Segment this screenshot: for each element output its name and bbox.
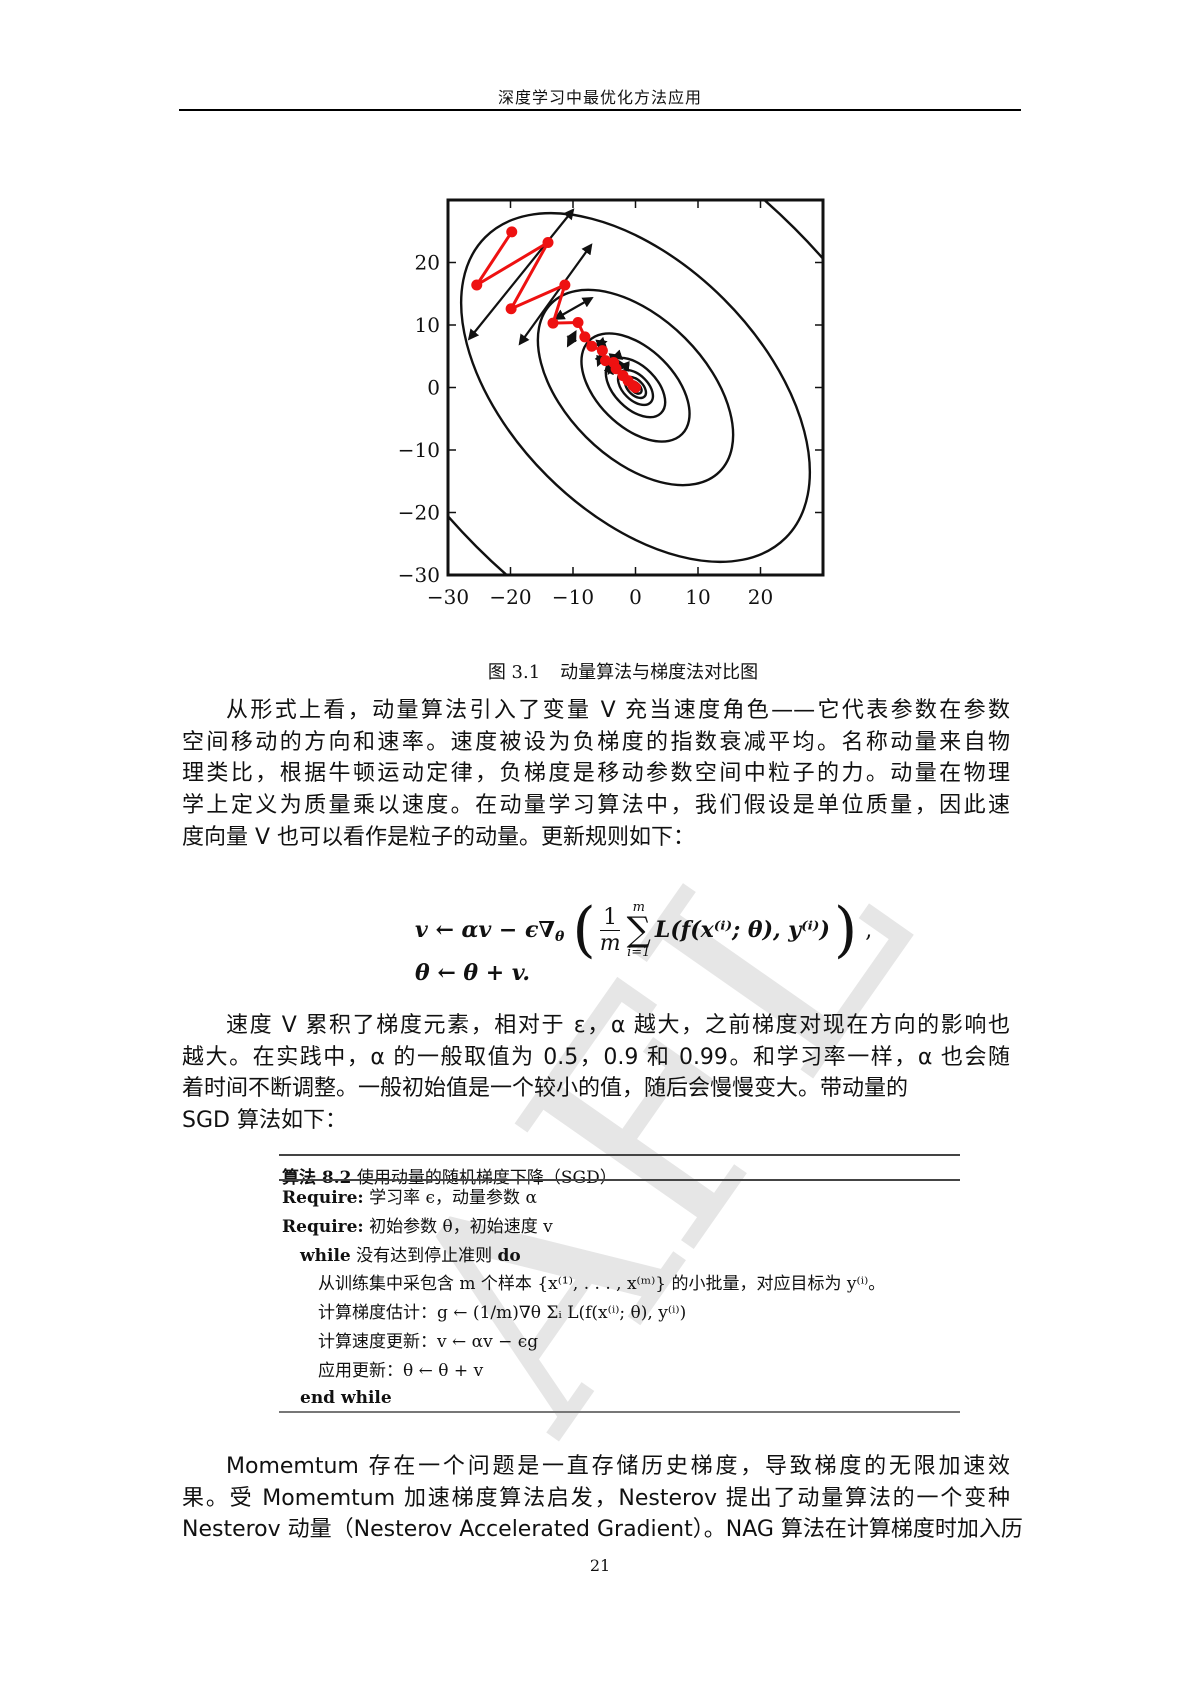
algorithm-label: 算法 8.2 [282, 1168, 352, 1188]
y-tick-label: 0 [427, 376, 440, 400]
gradient-arrow [566, 329, 578, 348]
keyword: Require: [282, 1217, 364, 1237]
x-tick-label: 0 [629, 585, 642, 609]
paragraph-line: 着时间不断调整。一般初始值是一个较小的值，随后会慢慢变大。带动量的 [182, 1076, 909, 1102]
paragraph-line: Momemtum 存在一个问题是一直存储历史梯度，导致梯度的无限加速效 [226, 1454, 1010, 1479]
contour-lines [448, 200, 823, 575]
algorithm-row: 计算梯度估计：g ← (1/m)∇θ Σᵢ L(f(x⁽ⁱ⁾; θ), y⁽ⁱ⁾… [318, 1303, 687, 1323]
algorithm-row: 计算速度更新：v ← αv − ϵg [318, 1332, 539, 1352]
path-point [579, 331, 591, 343]
path-point [586, 340, 598, 352]
path-point [572, 317, 584, 328]
eq1-summation: m ∑ i=1 [627, 900, 651, 960]
y-tick-label: −30 [398, 563, 440, 587]
momentum-path [471, 226, 641, 393]
row-text: 初始参数 θ，初始速度 v [369, 1217, 553, 1237]
fraction-denominator: m [599, 930, 621, 956]
keyword: Require: [282, 1188, 364, 1208]
gradient-arrow [594, 336, 608, 351]
row-text: 学习率 ϵ，动量参数 α [369, 1188, 537, 1208]
algorithm-top-rule [279, 1154, 960, 1156]
algorithm-title: 算法 8.2 使用动量的随机梯度下降（SGD） [282, 1166, 617, 1190]
keyword: while [300, 1246, 351, 1266]
equation-param-update: θ ← θ + v. [415, 960, 531, 986]
paragraph-line: 果。受 Momemtum 加速梯度算法启发，Nesterov 提出了动量算法的一… [182, 1485, 1010, 1511]
algorithm-row: while 没有达到停止准则 do [300, 1244, 521, 1268]
keyword: do [497, 1246, 521, 1266]
sum-upper: m [632, 900, 645, 915]
paragraph-line: SGD 算法如下： [182, 1108, 347, 1134]
algorithm-title-text: 使用动量的随机梯度下降（SGD） [356, 1168, 617, 1188]
x-tick-label: 10 [685, 585, 710, 609]
eq1-lhs: v ← αv − ϵ∇ [415, 917, 555, 943]
gradient-arrow [553, 297, 594, 320]
figure-caption: 图 3.1 动量算法与梯度法对比图 [0, 658, 1191, 684]
paragraph-3: Momemtum 存在一个问题是一直存储历史梯度，导致梯度的无限加速效 果。受 … [182, 1451, 1023, 1546]
eq1-comma: , [865, 917, 873, 943]
figure-number: 图 3.1 [487, 662, 541, 683]
paragraph-line: 速度 V 累积了梯度元素，相对于 ε，α 越大，之前梯度对现在方向的影响也 [226, 1013, 1010, 1038]
paragraph-line: 度向量 V 也可以看作是粒子的动量。更新规则如下： [182, 824, 696, 850]
eq1-fraction: 1 m [600, 905, 621, 956]
paragraph-1: 从形式上看，动量算法引入了变量 V 充当速度角色——它代表参数在参数 空间移动的… [182, 695, 1010, 853]
algorithm-row: 应用更新：θ ← θ + v [318, 1361, 484, 1381]
paragraph-line: Nesterov 动量（Nesterov Accelerated Gradien… [182, 1517, 1023, 1543]
gradient-arrow [617, 359, 630, 372]
y-tick-label: −20 [398, 501, 440, 525]
paragraph-line: 越大。在实践中，α 的一般取值为 0.5，0.9 和 0.99。和学习率一样，α… [182, 1044, 1010, 1070]
paragraph-line: 理类比，根据牛顿运动定律，负梯度是移动参数空间中粒子的力。动量在物理 [182, 761, 1010, 787]
path-point [559, 279, 571, 291]
contour-line [448, 200, 823, 575]
paragraph-line: 学上定义为质量乘以速度。在动量学习算法中，我们假设是单位质量，因此速 [182, 793, 1010, 819]
x-tick-label: −10 [552, 585, 594, 609]
gradient-arrow [518, 243, 593, 346]
gradient-arrows [467, 208, 630, 376]
algorithm-row: end while [300, 1388, 392, 1408]
y-tick-label: 20 [415, 251, 440, 275]
figure-caption-text: 动量算法与梯度法对比图 [560, 662, 759, 683]
paragraph-line: 空间移动的方向和速率。速度被设为负梯度的指数衰减平均。名称动量来自物 [182, 729, 1010, 755]
path-point [542, 237, 554, 248]
path-point [547, 317, 559, 329]
right-paren: ) [833, 895, 858, 965]
path-point [630, 382, 641, 393]
y-tick-label: 10 [415, 313, 440, 337]
path-point [471, 279, 483, 291]
path-point [596, 345, 608, 357]
equation-velocity-update: v ← αv − ϵ∇ θ ( 1 m m ∑ i=1 L(f(x⁽ⁱ⁾; θ)… [415, 890, 872, 970]
eq1-sub: θ [554, 929, 565, 945]
y-tick-label: −10 [398, 438, 440, 462]
header-rule [179, 109, 1021, 111]
x-tick-label: −20 [489, 585, 531, 609]
page-number: 21 [589, 1556, 611, 1575]
fraction-numerator: 1 [600, 905, 621, 931]
x-tick-label: 20 [748, 585, 773, 609]
sum-sign: ∑ [626, 910, 651, 950]
eq1-body: L(f(x⁽ⁱ⁾; θ), y⁽ⁱ⁾) [654, 917, 830, 943]
algorithm-bottom-rule [279, 1411, 960, 1413]
left-paren: ( [572, 895, 596, 965]
path-point [610, 363, 622, 375]
x-tick-label: −30 [427, 585, 469, 609]
algorithm-row: Require: 初始参数 θ，初始速度 v [282, 1215, 553, 1239]
path-point [506, 226, 518, 238]
paragraph-2: 速度 V 累积了梯度元素，相对于 ε，α 越大，之前梯度对现在方向的影响也 越大… [182, 1010, 1010, 1137]
path-point [505, 303, 517, 315]
paragraph-line: 从形式上看，动量算法引入了变量 V 充当速度角色——它代表参数在参数 [226, 698, 1010, 723]
row-text: 没有达到停止准则 [356, 1246, 493, 1266]
sum-lower: i=1 [627, 945, 651, 960]
axis-ticks: −30 −20 −10 0 10 20 20 10 0 −10 −20 −30 [398, 200, 823, 609]
running-header: 深度学习中最优化方法应用 [497, 88, 702, 107]
algorithm-row: 从训练集中采包含 m 个样本 {x⁽¹⁾, . . . , x⁽ᵐ⁾} 的小批量… [318, 1274, 886, 1294]
contour-chart: −30 −20 −10 0 10 20 20 10 0 −10 −20 −30 [398, 198, 825, 609]
algorithm-row: Require: 学习率 ϵ，动量参数 α [282, 1186, 537, 1210]
algorithm-header-rule [279, 1179, 960, 1181]
